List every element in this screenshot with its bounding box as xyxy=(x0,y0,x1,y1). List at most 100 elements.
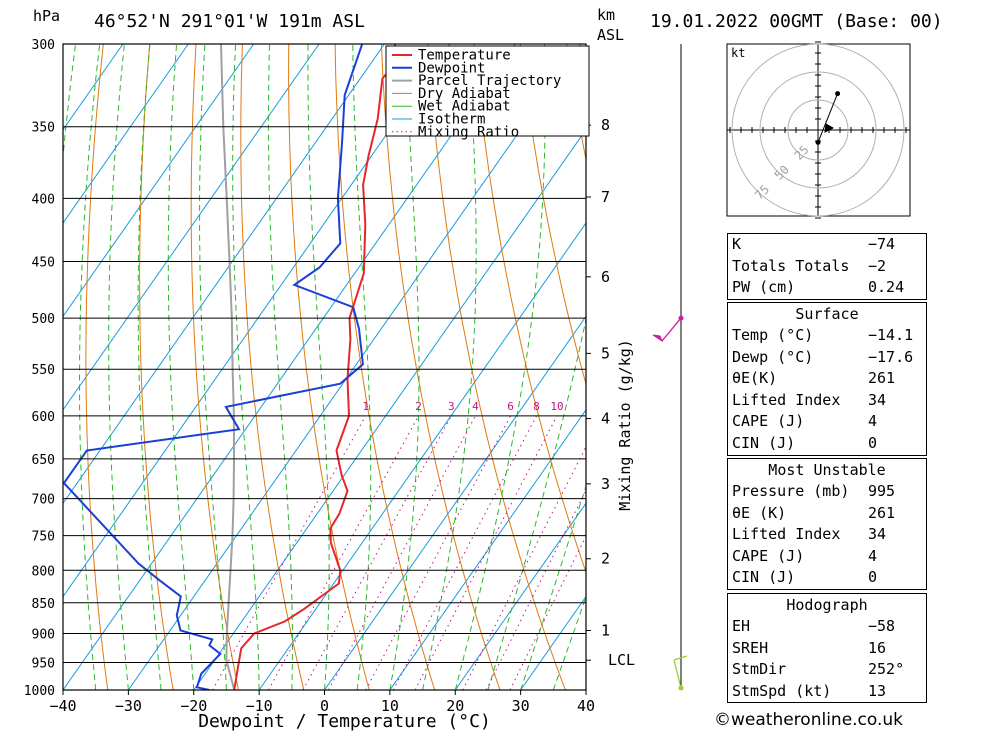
indices-row: Totals Totals −2 xyxy=(728,256,926,278)
hodograph-table: Hodograph EH −58 SREH 16 StmDir 252° StmSpd (k… xyxy=(727,593,927,704)
hodograph-unit-label: kt xyxy=(731,46,745,60)
row-value: 261 xyxy=(868,369,896,388)
surface-row: CIN (J) 0 xyxy=(728,433,926,455)
surface-row: Temp (°C) −14.1 xyxy=(728,325,926,347)
isotherm-line xyxy=(63,44,385,505)
temp-tick-label: 0 xyxy=(320,697,329,715)
height-km-label: 3 xyxy=(601,475,610,493)
isotherm-line xyxy=(63,44,451,598)
row-value: 34 xyxy=(868,525,887,544)
pressure-tick-label: 650 xyxy=(32,453,55,468)
isotherm-line xyxy=(63,44,255,318)
row-value: 34 xyxy=(868,390,887,409)
indices-row: PW (cm) 0.24 xyxy=(728,277,926,299)
temp-tick-label: −20 xyxy=(180,697,207,715)
row-label: Totals Totals xyxy=(732,256,850,275)
dry-adiabat-line xyxy=(984,44,1000,690)
pressure-tick-label: 350 xyxy=(32,121,55,136)
isotherm-line xyxy=(193,128,586,690)
mixing-ratio-value-label: 1 xyxy=(362,400,369,413)
legend-box xyxy=(385,45,590,137)
row-value: 4 xyxy=(868,412,878,431)
temp-tick-label: 10 xyxy=(381,697,399,715)
dry-adiabat-line xyxy=(519,44,586,386)
isotherm-line xyxy=(258,222,586,690)
row-label: θE(K) xyxy=(732,369,778,388)
row-label: StmDir xyxy=(732,660,787,679)
wind-barb-1000 xyxy=(673,659,682,689)
row-label: Lifted Index xyxy=(732,525,841,544)
mixing-ratio-value-label: 10 xyxy=(550,400,563,413)
most-unstable-row: CAPE (J) 4 xyxy=(728,546,926,568)
legend-item-label: Wet Adiabat xyxy=(418,99,511,115)
wind-level-dot-1000 xyxy=(678,685,684,691)
pressure-tick-label: 900 xyxy=(32,627,55,642)
row-value: 13 xyxy=(868,681,887,700)
mixing-ratio-value-label: 3 xyxy=(448,400,455,413)
height-km-label: 5 xyxy=(601,344,610,362)
isotherm-line xyxy=(63,44,320,411)
surface-row: Lifted Index 34 xyxy=(728,390,926,412)
row-value: 252° xyxy=(868,660,905,679)
row-value: −58 xyxy=(868,617,896,635)
hodograph-table-row: SREH 16 xyxy=(728,638,926,660)
pressure-tick-label: 400 xyxy=(32,192,55,207)
legend-item-label: Dry Adiabat xyxy=(418,86,511,102)
isotherm-line xyxy=(63,44,189,224)
storm-motion-arrow xyxy=(824,123,835,133)
indices-table: K −74 Totals Totals −2 PW (cm) 0.24 xyxy=(727,233,927,300)
temp-tick-label: −40 xyxy=(49,697,76,715)
wet-adiabat-line xyxy=(552,595,586,690)
surface-row: CAPE (J) 4 xyxy=(728,411,926,433)
row-value: 0.24 xyxy=(868,278,905,297)
mixing-ratio-value-label: 2 xyxy=(415,400,422,413)
temp-tick-label: 30 xyxy=(512,697,530,715)
credit-text: ©weatheronline.co.uk xyxy=(714,710,904,730)
row-value: 0 xyxy=(868,433,878,452)
height-km-label: LCL xyxy=(608,651,635,669)
row-value: −74 xyxy=(868,235,896,253)
mixing-ratio-value-label: 8 xyxy=(533,400,540,413)
legend-item-label: Parcel Trajectory xyxy=(418,73,561,89)
height-km-label: 1 xyxy=(601,621,610,639)
pressure-unit-label: hPa xyxy=(33,7,60,25)
wind-level-dot-500 xyxy=(678,315,684,321)
temp-tick-label: 20 xyxy=(446,697,464,715)
surface-row: Dewp (°C) −17.6 xyxy=(728,347,926,369)
most-unstable-title: Most Unstable xyxy=(768,461,886,479)
most-unstable-row: Lifted Index 34 xyxy=(728,524,926,546)
legend-item-label: Temperature xyxy=(418,48,511,64)
row-label: CAPE (J) xyxy=(732,412,805,431)
wet-adiabat-line xyxy=(520,484,586,690)
row-label: Dewp (°C) xyxy=(732,347,814,366)
most-unstable-row: Pressure (mb) 995 xyxy=(728,481,926,503)
temp-tick-label: 40 xyxy=(577,697,595,715)
mixing-ratio-value-label: 25 xyxy=(640,400,653,413)
row-label: K xyxy=(732,235,742,253)
row-value: −2 xyxy=(868,256,887,275)
dewpoint-line xyxy=(63,44,364,690)
hodograph-ring xyxy=(759,71,877,189)
pressure-tick-label: 550 xyxy=(32,363,55,378)
pressure-tick-label: 750 xyxy=(32,530,55,545)
pressure-tick-label: 800 xyxy=(32,564,55,579)
row-label: CAPE (J) xyxy=(732,546,805,565)
indices-row: K −74 xyxy=(728,234,926,256)
row-label: StmSpd (kt) xyxy=(732,681,832,700)
mixing-ratio-value-label: 6 xyxy=(507,400,514,413)
isotherm-line xyxy=(127,44,581,690)
most-unstable-row: CIN (J) 0 xyxy=(728,567,926,589)
hodograph-point xyxy=(815,139,821,145)
temp-tick-label: −30 xyxy=(115,697,142,715)
surface-row: θE(K) 261 xyxy=(728,368,926,390)
row-value: 16 xyxy=(868,638,887,657)
most-unstable-table: Most Unstable Pressure (mb) 995 θE (K) 261 L… xyxy=(727,458,927,590)
mixing-ratio-value-label: 4 xyxy=(472,400,479,413)
pressure-tick-label: 850 xyxy=(32,597,55,612)
pressure-tick-label: 600 xyxy=(32,410,55,425)
height-km-label: 2 xyxy=(601,550,610,568)
row-value: 261 xyxy=(868,503,896,522)
row-value: 4 xyxy=(868,546,878,565)
